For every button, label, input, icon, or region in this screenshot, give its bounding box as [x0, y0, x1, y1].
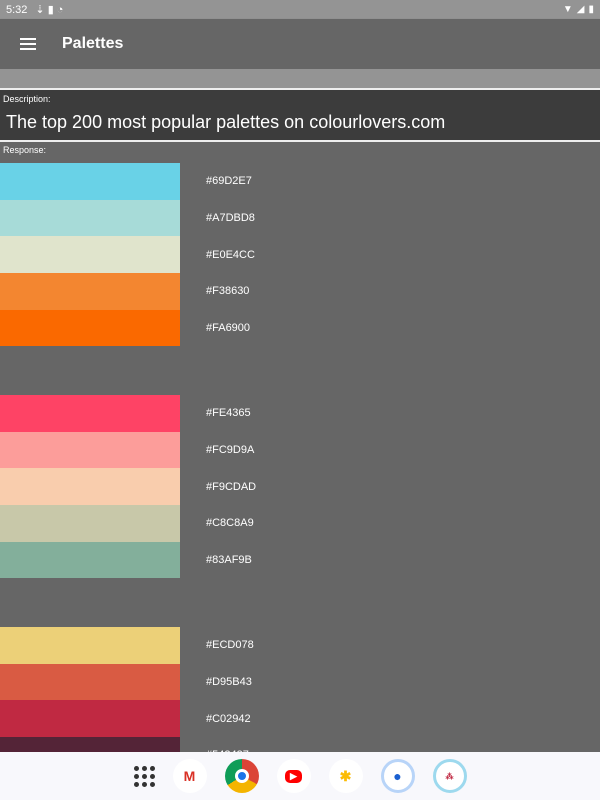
app-bar: Palettes — [0, 19, 600, 69]
color-row[interactable]: #E0E4CC — [0, 236, 600, 274]
palette: #FE4365 #FC9D9A #F9CDAD #C8C8A9 #83AF9B — [0, 395, 600, 579]
color-row[interactable]: #A7DBD8 — [0, 199, 600, 237]
color-row[interactable]: #83AF9B — [0, 541, 600, 579]
color-hex: #FE4365 — [206, 407, 251, 420]
color-hex: #C02942 — [206, 712, 251, 725]
description-text: The top 200 most popular palettes on col… — [6, 112, 446, 132]
palettes-app-icon[interactable]: ⁂ — [432, 759, 467, 793]
color-swatch — [0, 395, 180, 432]
color-swatch — [0, 627, 180, 664]
color-hex: #542437 — [206, 749, 249, 752]
color-hex: #A7DBD8 — [206, 212, 255, 225]
description-box: Description: The top 200 most popular pa… — [0, 88, 600, 142]
color-hex: #E0E4CC — [206, 248, 255, 261]
color-row[interactable]: #F38630 — [0, 273, 600, 310]
palette: #69D2E7 #A7DBD8 #E0E4CC #F38630 #FA6900 — [0, 163, 600, 347]
color-swatch — [0, 431, 180, 469]
color-hex: #ECD078 — [206, 639, 254, 652]
clock: 5:32 — [6, 3, 28, 16]
color-row[interactable]: #FC9D9A — [0, 431, 600, 469]
color-swatch — [0, 273, 180, 310]
color-hex: #F38630 — [206, 285, 250, 298]
palette-list[interactable]: #69D2E7 #A7DBD8 #E0E4CC #F38630 #FA6900 #FE43… — [0, 163, 600, 752]
color-swatch — [0, 199, 180, 237]
messages-icon[interactable]: ● — [380, 759, 415, 793]
app-drawer-icon[interactable] — [133, 765, 155, 787]
color-row[interactable]: #FE4365 — [0, 395, 600, 432]
color-hex: #F9CDAD — [206, 480, 257, 493]
color-swatch — [0, 309, 180, 347]
color-hex: #D95B43 — [206, 676, 252, 689]
color-row[interactable]: #FA6900 — [0, 309, 600, 347]
divider-band — [0, 69, 600, 88]
color-swatch — [0, 163, 180, 200]
signal-icon: ◢ — [576, 4, 585, 15]
chrome-icon[interactable] — [224, 759, 259, 793]
color-hex: #C8C8A9 — [206, 517, 254, 530]
status-bar: 5:32 ⇣ ▮ ◔ ▼ ◢ ▮ — [0, 0, 600, 19]
color-hex: #FC9D9A — [206, 444, 255, 457]
color-swatch — [0, 663, 180, 701]
color-swatch — [0, 737, 180, 752]
notification-icon: ⇣ ▮ ◔ — [35, 4, 64, 16]
battery-icon: ▮ — [588, 4, 594, 15]
color-row[interactable]: #69D2E7 — [0, 163, 600, 200]
gmail-icon[interactable]: M — [172, 759, 207, 793]
color-hex: #69D2E7 — [206, 175, 252, 188]
color-hex: #83AF9B — [206, 554, 252, 567]
color-row[interactable]: #F9CDAD — [0, 468, 600, 506]
page-title: Palettes — [62, 35, 124, 52]
palette: #ECD078 #D95B43 #C02942 #542437 — [0, 627, 600, 752]
color-row[interactable]: #C8C8A9 — [0, 505, 600, 542]
color-hex: #FA6900 — [206, 322, 251, 335]
color-swatch — [0, 505, 180, 542]
color-row[interactable]: #ECD078 — [0, 627, 600, 664]
youtube-icon[interactable]: ▶ — [276, 759, 311, 793]
color-swatch — [0, 468, 180, 506]
color-row[interactable]: #C02942 — [0, 700, 600, 738]
color-swatch — [0, 236, 180, 274]
photos-icon[interactable]: ✱ — [328, 759, 363, 793]
color-row[interactable]: #D95B43 — [0, 663, 600, 701]
description-label: Description: — [3, 94, 51, 104]
color-row[interactable]: #542437 — [0, 737, 600, 752]
color-swatch — [0, 541, 180, 579]
color-swatch — [0, 700, 180, 738]
menu-icon[interactable] — [20, 38, 36, 50]
response-label: Response: — [3, 145, 47, 155]
dock: M ▶ ✱ ● ⁂ — [0, 752, 600, 800]
wifi-icon: ▼ — [562, 4, 573, 15]
